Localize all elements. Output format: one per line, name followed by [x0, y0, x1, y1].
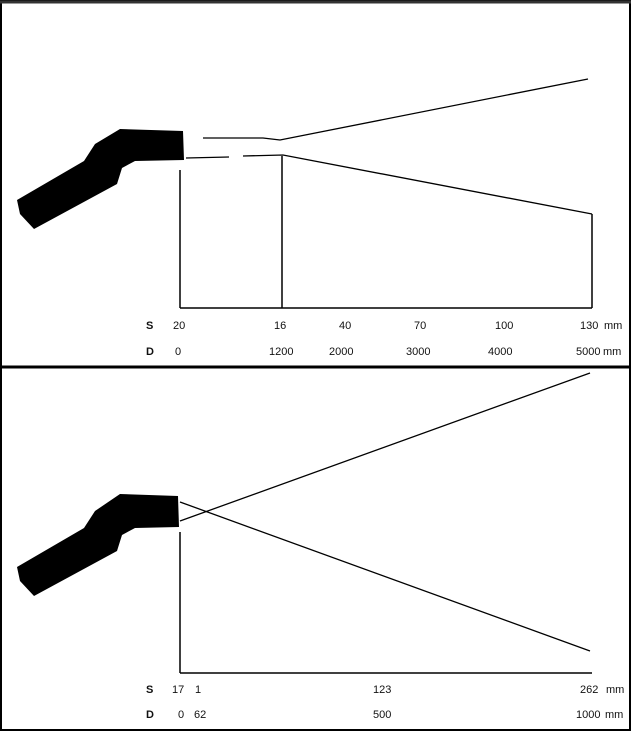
d-value: 62 [194, 709, 206, 721]
d-row-label: D [146, 346, 154, 358]
thermometer-gun-icon [17, 129, 184, 229]
d-value: 4000 [488, 346, 512, 358]
beam-lower-line-2 [242, 154, 593, 215]
d-value: 2000 [329, 346, 353, 358]
d-value: 0 [178, 709, 184, 721]
s-value: 16 [274, 320, 286, 332]
s-value: 1 [195, 684, 201, 696]
s-value: 70 [414, 320, 426, 332]
bottom-diagram: S 17 1 123 262 mm D 0 62 500 1000 mm [17, 372, 624, 721]
s-value: 40 [339, 320, 351, 332]
d-value: 3000 [406, 346, 430, 358]
s-value: 123 [373, 684, 391, 696]
s-row-label: S [146, 320, 153, 332]
s-row-label: S [146, 684, 153, 696]
beam-upper-line [179, 372, 591, 522]
s-value: 20 [173, 320, 185, 332]
s-value: 100 [495, 320, 513, 332]
s-value: 130 [580, 320, 598, 332]
thermometer-gun-icon [17, 494, 179, 596]
s-unit: mm [606, 684, 624, 696]
d-unit: mm [605, 709, 623, 721]
s-unit: mm [604, 320, 622, 332]
s-value: 262 [580, 684, 598, 696]
d-row-label: D [146, 709, 154, 721]
d-value: 500 [373, 709, 391, 721]
beam-lower-line [179, 501, 591, 652]
d-unit: mm [603, 346, 621, 358]
beam-upper-line [203, 78, 589, 141]
d-value: 0 [175, 346, 181, 358]
d-value: 1200 [269, 346, 293, 358]
d-value: 1000 [576, 709, 600, 721]
d-value: 5000 [576, 346, 600, 358]
beam-lower-line [185, 156, 230, 159]
s-value: 17 [172, 684, 184, 696]
top-diagram: S 20 16 40 70 100 130 mm D 0 1200 2000 3… [17, 78, 622, 358]
